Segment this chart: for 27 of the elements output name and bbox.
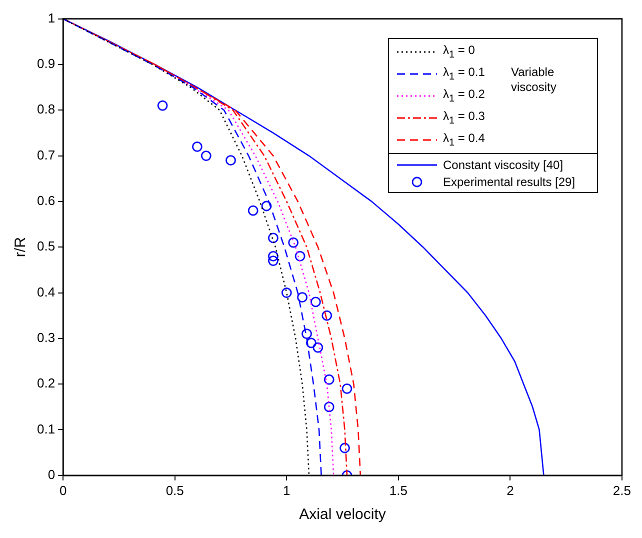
annotation: Variable viscosity [511, 65, 558, 95]
x-tick-label: 0 [59, 482, 67, 498]
legend-label: Constant viscosity [40] [443, 158, 564, 172]
legend-label: λ$_{1}$ = 0 [443, 43, 475, 61]
y-tick-label: 0.4 [36, 284, 56, 300]
legend-label: λ$_{1}$ = 0.2 [443, 87, 485, 105]
x-tick-label: 1 [283, 482, 290, 498]
x-tick-label: 1.5 [389, 482, 408, 498]
legend-label: λ$_{1}$ = 0.3 [443, 109, 485, 127]
y-tick-label: 0.5 [36, 238, 56, 254]
x-tick-label: 2.5 [612, 482, 632, 498]
x-tick-label: 2 [506, 482, 514, 498]
y-tick-label: 1 [48, 10, 56, 26]
y-tick-label: 0.3 [36, 330, 56, 345]
x-tick-label: 0.5 [166, 482, 184, 498]
legend-label: λ$_{1}$ = 0.1 [443, 65, 485, 83]
y-tick-label: 0.9 [36, 56, 56, 72]
y-tick-label: 0.1 [36, 421, 56, 436]
x-axis-title: Axial velocity [299, 506, 386, 524]
y-tick-label: 0.8 [36, 102, 56, 117]
y-tick-label: 0.2 [36, 376, 56, 391]
legend-label: Experimental results [29] [443, 174, 576, 188]
y-tick-label: 0 [48, 466, 56, 482]
y-axis-title: r/R [12, 236, 30, 258]
y-tick-label: 0.7 [36, 147, 56, 162]
legend-label: λ$_{1}$ = 0.4 [443, 131, 485, 149]
y-tick-label: 0.6 [36, 193, 56, 208]
